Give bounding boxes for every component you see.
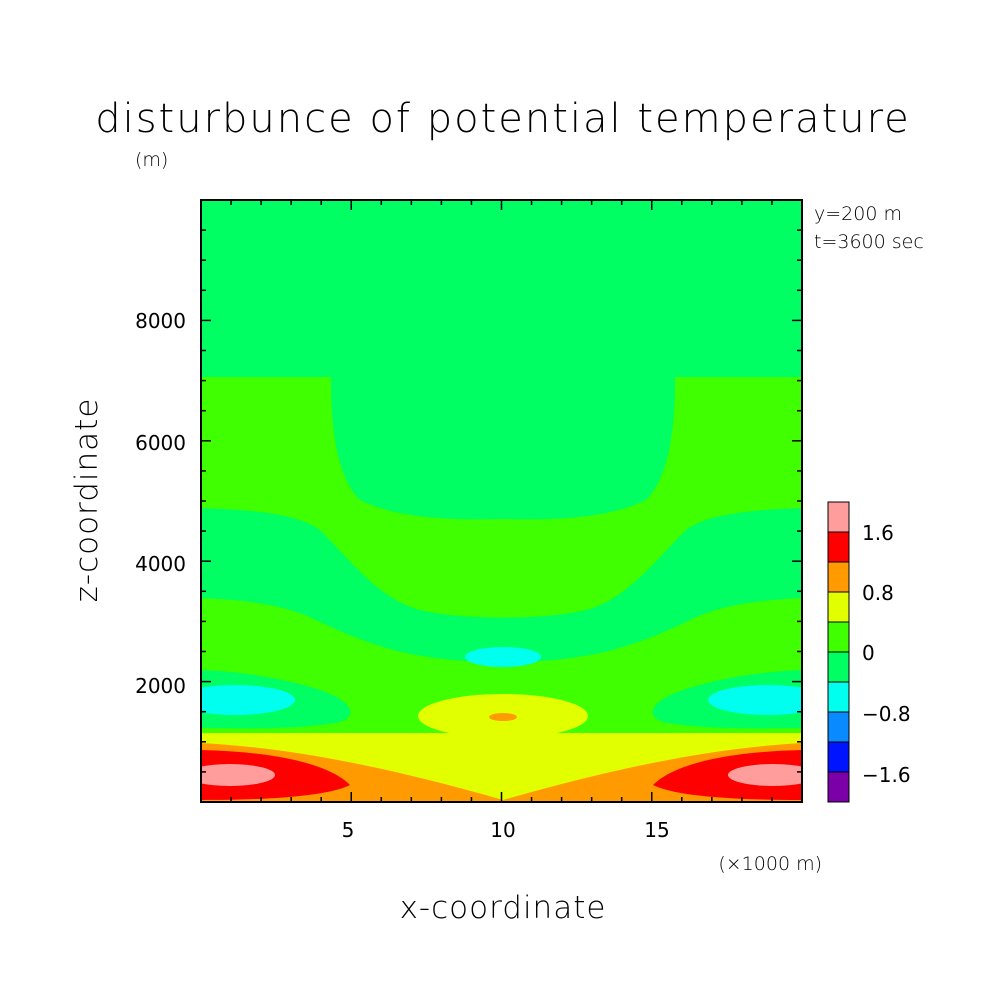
colorbar-label: −0.8 [862, 702, 911, 726]
y-tick-label: 6000 [135, 431, 186, 455]
y-tick-label: 4000 [135, 552, 186, 576]
region-pink-left [201, 764, 275, 786]
colorbar-swatch [827, 651, 850, 683]
y-tick-label: 8000 [135, 309, 186, 333]
colorbar-swatch [827, 711, 850, 743]
x-tick-label: 5 [342, 818, 355, 842]
colorbar-swatch [827, 621, 850, 653]
axis-ticks [201, 200, 802, 802]
annotation-y: y=200 m [814, 203, 902, 225]
region-mid-band [201, 508, 802, 662]
region-upper-right-band [675, 200, 802, 377]
region-pink-right [728, 764, 802, 786]
y-tick-label: 2000 [135, 674, 186, 698]
colorbar-swatch [827, 591, 850, 623]
y-axis-label: z-coordinate [69, 398, 105, 603]
region-cyan-right [708, 685, 802, 715]
region-cyan-center [465, 647, 541, 667]
x-unit-label: (×1000 m) [718, 853, 822, 875]
region-upper-left-band [201, 200, 331, 377]
colorbar-label: −1.6 [862, 763, 911, 787]
x-tick-label: 15 [644, 818, 669, 842]
colorbar-label: 0 [862, 641, 875, 665]
colorbar-labels: 1.6 0.8 0 −0.8 −1.6 [862, 521, 911, 787]
chart-title: disturbunce of potential temperature [95, 96, 911, 142]
colorbar-swatch [827, 501, 850, 533]
colorbar-swatch [827, 771, 850, 803]
colorbar-label: 1.6 [862, 521, 894, 545]
y-tick-labels: 2000 4000 6000 8000 [135, 309, 186, 698]
region-red-right [653, 750, 802, 800]
y-unit-label: (m) [135, 149, 168, 171]
colorbar-swatch [827, 561, 850, 593]
colorbar-swatch [827, 531, 850, 563]
colorbar-label: 0.8 [862, 581, 894, 605]
colorbar-swatch [827, 741, 850, 773]
region-central-column [331, 200, 675, 520]
contour-fill [201, 200, 802, 802]
colorbar-swatch [827, 681, 850, 713]
region-red-left [201, 750, 350, 800]
region-orange-center [489, 713, 517, 721]
colorbar [827, 501, 850, 803]
x-tick-label: 10 [490, 818, 515, 842]
region-cyan-left [201, 685, 295, 715]
x-tick-labels: 5 10 15 [342, 818, 670, 842]
annotation-t: t=3600 sec [814, 231, 924, 253]
region-orange-layer [201, 743, 802, 802]
x-axis-label: x-coordinate [400, 890, 607, 926]
